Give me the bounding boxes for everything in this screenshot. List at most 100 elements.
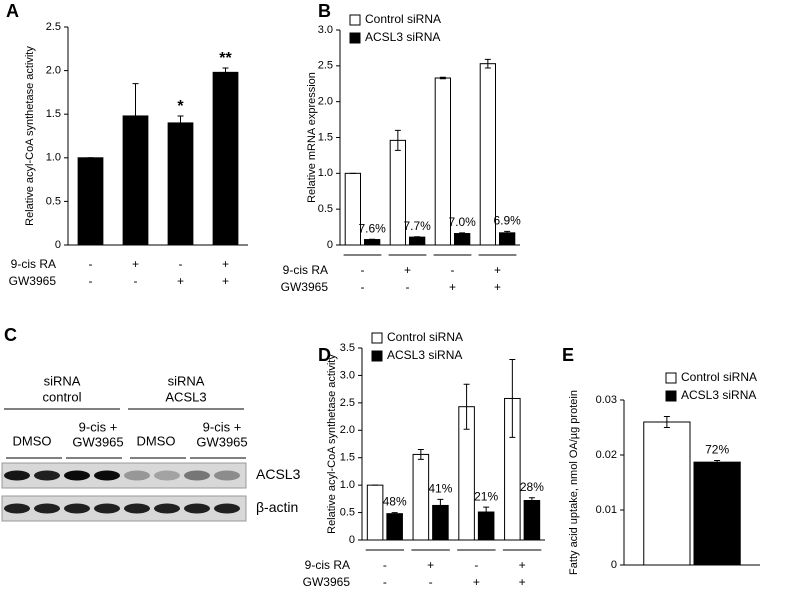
error-bar [459, 232, 466, 235]
condition-label: 9-cis RA [11, 257, 56, 271]
band [4, 470, 30, 481]
panel-letter: C [4, 325, 17, 345]
error-bar [509, 359, 516, 438]
condition-label: 9-cis RA [305, 558, 350, 572]
condition-label: GW3965 [9, 274, 57, 288]
condition-value: - [361, 280, 365, 294]
ratio-label: 7.7% [403, 219, 431, 233]
panel-letter: B [318, 1, 331, 21]
y-tick-label: 0.01 [596, 504, 617, 516]
condition-label: GW3965 [303, 575, 351, 589]
y-tick-label: 0 [327, 239, 333, 251]
y-tick-label: 1.0 [318, 167, 333, 179]
y-tick-label: 1.5 [46, 108, 61, 120]
group-label: ACSL3 [165, 389, 206, 404]
band [64, 503, 90, 514]
error-bar [414, 236, 421, 238]
y-axis-label: Relative acyl-CoA synthetase activity [24, 46, 36, 226]
ratio-label: 41% [428, 482, 452, 496]
error-bar [391, 512, 398, 516]
condition-value: + [222, 257, 229, 271]
y-tick-label: 0.5 [46, 195, 61, 207]
condition-value: - [383, 558, 387, 572]
band [124, 503, 150, 514]
band [154, 503, 180, 514]
legend-label: Control siRNA [387, 330, 463, 344]
condition-value: + [449, 280, 456, 294]
band [94, 470, 120, 481]
y-tick-label: 0.03 [596, 394, 617, 406]
lane-label: GW3965 [72, 434, 123, 449]
error-bar [439, 76, 446, 80]
panel-letter: E [562, 345, 574, 365]
bar [523, 500, 541, 541]
condition-value: + [222, 274, 229, 288]
condition-label: GW3965 [281, 280, 329, 294]
error-bar [222, 67, 229, 78]
error-bar [528, 497, 535, 504]
condition-value: - [451, 263, 455, 277]
ratio-label: 21% [474, 489, 498, 503]
y-tick-label: 2.0 [340, 424, 355, 436]
band [184, 503, 210, 514]
legend-swatch [665, 390, 677, 402]
error-bar [504, 230, 511, 235]
band [34, 470, 60, 481]
legend-swatch [371, 332, 383, 344]
condition-value: - [134, 274, 138, 288]
bar [412, 453, 430, 541]
ratio-label: 7.6% [358, 221, 386, 235]
bar [454, 233, 471, 246]
legend-swatch [665, 372, 677, 384]
lane-label: GW3965 [196, 434, 247, 449]
condition-value: - [429, 575, 433, 589]
band [184, 470, 210, 481]
condition-value: - [406, 280, 410, 294]
row-label: β-actin [256, 499, 298, 515]
ratio-label: 72% [705, 443, 729, 457]
bar [409, 236, 426, 246]
y-axis-label: Relative acyl-CoA synthetase activity [326, 354, 338, 534]
condition-value: + [494, 263, 501, 277]
legend-label: ACSL3 siRNA [365, 30, 440, 44]
ratio-label: 7.0% [448, 215, 476, 229]
y-tick-label: 1.5 [340, 452, 355, 464]
condition-value: - [474, 558, 478, 572]
ratio-label: 28% [520, 480, 544, 494]
condition-value: + [519, 558, 526, 572]
y-tick-label: 0.02 [596, 449, 617, 461]
lane-label: 9-cis + [79, 419, 118, 434]
condition-value: + [427, 558, 434, 572]
y-tick-label: 2.5 [318, 60, 333, 72]
y-tick-label: 3.0 [340, 369, 355, 381]
bar [643, 421, 691, 566]
y-tick-label: 2.0 [318, 96, 333, 108]
bar [167, 122, 194, 246]
error-bar [177, 115, 184, 131]
error-bar [484, 58, 491, 69]
bar [212, 71, 239, 246]
condition-value: - [179, 257, 183, 271]
y-tick-label: 2.0 [46, 65, 61, 77]
y-tick-label: 0 [349, 534, 355, 546]
lane-label: 9-cis + [203, 419, 242, 434]
legend-label: ACSL3 siRNA [387, 348, 462, 362]
significance: ** [219, 50, 232, 67]
error-bar [417, 448, 424, 460]
y-tick-label: 0.5 [340, 506, 355, 518]
group-label: control [42, 389, 81, 404]
y-tick-label: 2.5 [340, 397, 355, 409]
condition-value: - [361, 263, 365, 277]
y-axis-label: Relative mRNA expression [306, 72, 318, 203]
band [124, 470, 150, 481]
error-bar [483, 506, 490, 518]
panel-letter: D [318, 345, 331, 365]
legend-swatch [349, 32, 361, 44]
band [214, 470, 240, 481]
y-tick-label: 2.5 [46, 21, 61, 33]
legend-label: Control siRNA [365, 12, 441, 26]
legend-swatch [371, 350, 383, 362]
error-bar [463, 383, 470, 430]
band [94, 503, 120, 514]
condition-value: + [519, 575, 526, 589]
